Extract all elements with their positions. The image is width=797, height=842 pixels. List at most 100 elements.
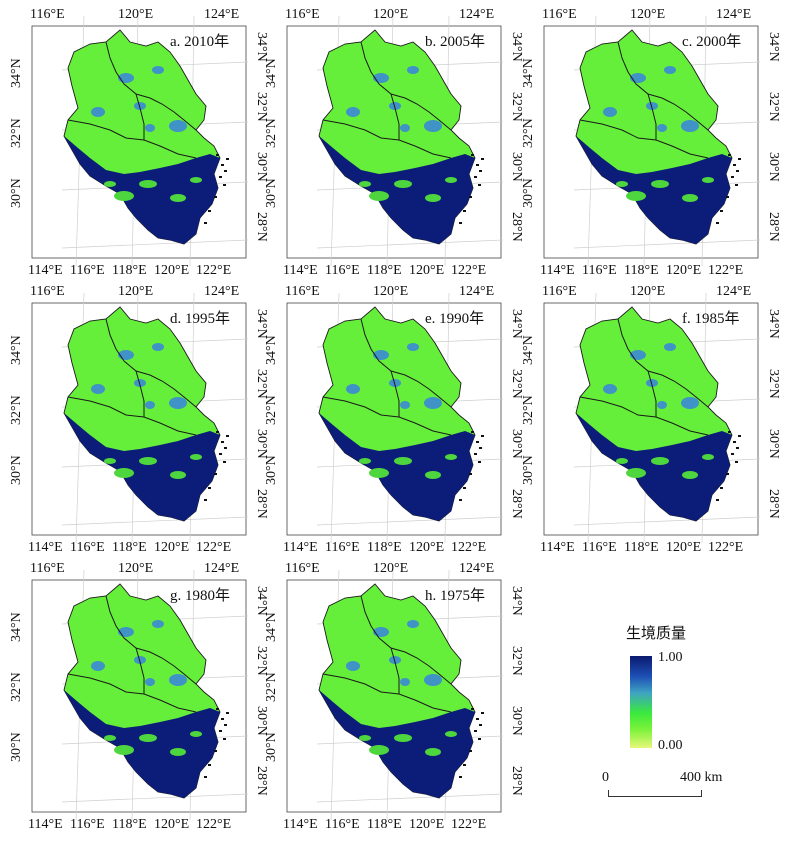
province-boundary — [617, 41, 709, 131]
longitude-label-bottom: 114°E — [283, 817, 318, 832]
high-quality-zone — [319, 413, 475, 521]
latitude-label-left: 32°N — [264, 118, 279, 148]
latitude-label-right: 34°N — [509, 586, 524, 616]
island — [728, 154, 731, 156]
panel-title: a. 2010年 — [170, 34, 230, 50]
latitude-label-right: 30°N — [254, 429, 269, 459]
water-body — [603, 384, 617, 394]
latitude-label-right: 28°N — [766, 489, 781, 519]
longitude-label-top: 120°E — [373, 7, 409, 22]
map-panel-1975: h. 1975年 116°E 120°E 124°E 114°E 116°E 118°E 12… — [264, 562, 543, 842]
map-svg — [31, 292, 249, 544]
longitude-label-bottom: 120°E — [154, 540, 190, 555]
habitat-patch — [114, 191, 134, 201]
latitude-label-left: 34°N — [521, 335, 536, 365]
latitude-label-left: 32°N — [264, 672, 279, 702]
habitat-patch — [359, 181, 371, 187]
latitude-label-left: 32°N — [521, 118, 536, 148]
province-boundary — [390, 647, 400, 694]
island — [463, 764, 466, 766]
latitude-label-left: 30°N — [521, 178, 536, 208]
habitat-patch — [394, 734, 412, 742]
latitude-label-right: 30°N — [766, 429, 781, 459]
province-boundary — [135, 93, 145, 140]
longitude-label-bottom: 114°E — [28, 263, 63, 278]
latitude-label-left: 34°N — [9, 335, 24, 365]
water-body — [134, 379, 146, 387]
water-body — [152, 343, 164, 351]
province-boundary — [105, 595, 197, 685]
longitude-label-bottom: 114°E — [540, 540, 575, 555]
habitat-patch — [616, 458, 628, 464]
latitude-label-right: 30°N — [509, 429, 524, 459]
island — [471, 431, 474, 433]
habitat-patch — [702, 454, 714, 460]
longitude-label-bottom: 120°E — [409, 817, 445, 832]
water-body — [646, 379, 658, 387]
latitude-label-right: 28°N — [509, 489, 524, 519]
latitude-label-right: 32°N — [509, 369, 524, 399]
habitat-patch — [139, 457, 157, 465]
habitat-patch — [369, 191, 389, 201]
water-body — [145, 124, 155, 132]
province-boundary — [360, 41, 452, 131]
water-body — [657, 124, 667, 132]
island — [459, 776, 462, 778]
longitude-label-bottom: 118°E — [624, 263, 659, 278]
longitude-label-bottom: 116°E — [582, 540, 617, 555]
island — [204, 499, 207, 501]
province-boundary — [579, 396, 709, 436]
latitude-label-right: 28°N — [254, 212, 269, 242]
latitude-label-right: 32°N — [509, 646, 524, 676]
island — [736, 447, 739, 449]
island — [226, 435, 229, 437]
longitude-label-bottom: 116°E — [325, 540, 360, 555]
latitude-label-right: 30°N — [254, 706, 269, 736]
longitude-label-bottom: 122°E — [451, 817, 487, 832]
latitude-label-right: 30°N — [509, 152, 524, 182]
water-body — [389, 102, 401, 110]
map-svg — [286, 15, 504, 267]
habitat-patch — [626, 468, 646, 478]
island — [716, 499, 719, 501]
longitude-label-top: 124°E — [204, 561, 240, 576]
habitat-patch — [394, 180, 412, 188]
water-body — [646, 102, 658, 110]
habitat-patch — [190, 177, 202, 183]
island — [735, 184, 738, 186]
longitude-label-bottom: 122°E — [708, 540, 744, 555]
island — [735, 461, 738, 463]
legend-max-label: 1.00 — [658, 650, 683, 665]
island — [224, 724, 227, 726]
province-boundary — [135, 647, 145, 694]
island — [731, 176, 734, 178]
island — [726, 196, 729, 198]
longitude-label-bottom: 114°E — [28, 540, 63, 555]
island — [738, 435, 741, 437]
latitude-label-left: 30°N — [521, 455, 536, 485]
water-body — [407, 343, 419, 351]
panel-title: c. 2000年 — [682, 34, 742, 50]
longitude-label-top: 124°E — [716, 7, 752, 22]
longitude-label-bottom: 122°E — [708, 263, 744, 278]
color-ramp — [630, 656, 652, 748]
water-body — [603, 107, 617, 117]
latitude-label-right: 34°N — [254, 32, 269, 62]
habitat-patch — [425, 748, 441, 756]
longitude-label-bottom: 116°E — [325, 263, 360, 278]
habitat-patch — [170, 471, 186, 479]
longitude-label-top: 124°E — [204, 7, 240, 22]
island — [208, 764, 211, 766]
longitude-label-bottom: 122°E — [196, 817, 232, 832]
habitat-patch — [651, 180, 669, 188]
province-boundary — [390, 93, 400, 140]
island — [733, 164, 736, 166]
province-boundary — [67, 673, 197, 713]
longitude-label-top: 116°E — [285, 284, 320, 299]
latitude-label-left: 32°N — [521, 395, 536, 425]
island — [479, 170, 482, 172]
high-quality-zone — [64, 136, 220, 244]
island — [223, 738, 226, 740]
longitude-label-top: 116°E — [542, 284, 577, 299]
latitude-label-right: 34°N — [766, 309, 781, 339]
